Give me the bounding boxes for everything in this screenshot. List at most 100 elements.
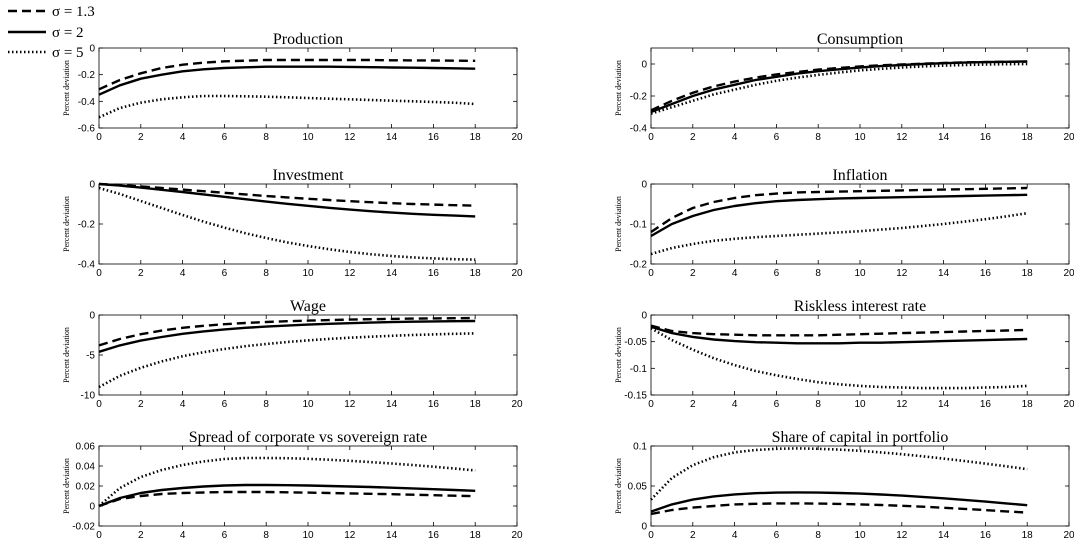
chart-2-ytick-label: -0.4 — [630, 124, 648, 135]
chart-3-xtick-label: 20 — [511, 268, 523, 279]
chart-4-title: Inflation — [832, 167, 887, 184]
chart-7-xtick-label: 4 — [180, 530, 186, 541]
chart-6-xtick-label: 0 — [648, 399, 654, 410]
chart-5-ytick-label: -5 — [86, 351, 95, 362]
chart-3-xtick-label: 16 — [428, 268, 440, 279]
chart-3-series-solid — [98, 182, 476, 218]
chart-2-title: Consumption — [817, 31, 903, 48]
chart-7-xtick-label: 6 — [222, 530, 228, 541]
chart-1-xtick-label: 20 — [511, 132, 523, 143]
chart-4-ylabel: Percent deviation — [614, 196, 623, 252]
chart-6-series-solid — [650, 325, 1028, 345]
chart-4-xtick-label: 14 — [938, 268, 950, 279]
chart-1-xtick-label: 4 — [180, 132, 186, 143]
chart-1-title: Production — [273, 31, 343, 48]
chart-8-group: 0 2 4 6 8 10 12 14 16 18 20 0 0.05 0.1 Share of capita… — [614, 429, 1074, 541]
chart-7-xtick-label: 18 — [470, 530, 482, 541]
chart-6-series-dashed — [650, 324, 1028, 337]
chart-5-series-dashed — [98, 316, 476, 347]
chart-4-xtick-label: 12 — [896, 268, 908, 279]
chart-5-xtick-label: 18 — [470, 399, 482, 410]
chart-6-xtick-label: 16 — [980, 399, 992, 410]
chart-1-ytick-label: 0 — [89, 44, 95, 55]
chart-2-xtick-label: 16 — [980, 132, 992, 143]
chart-1-ylabel: Percent deviation — [62, 60, 71, 116]
chart-8-xtick-label: 2 — [690, 530, 696, 541]
chart-6-xtick-label: 4 — [732, 399, 738, 410]
chart-5-title: Wage — [290, 298, 326, 315]
chart-6-ytick-label: -0.05 — [624, 337, 647, 348]
chart-5-ytick-label: 0 — [89, 311, 95, 322]
chart-1-xtick-label: 10 — [302, 132, 314, 143]
chart-8-axes-box — [650, 445, 1070, 527]
chart-2-xtick-label: 18 — [1022, 132, 1034, 143]
chart-4-series-solid — [650, 193, 1028, 238]
chart-7-xtick-label: 16 — [428, 530, 440, 541]
chart-8-xtick-label: 12 — [896, 530, 908, 541]
chart-3-series-dashed — [98, 182, 476, 207]
chart-4-xtick-label: 10 — [854, 268, 866, 279]
chart-7-xtick-label: 0 — [96, 530, 102, 541]
chart-3-ylabel: Percent deviation — [62, 196, 71, 252]
chart-2-xtick-label: 14 — [938, 132, 950, 143]
chart-5-xtick-label: 16 — [428, 399, 440, 410]
chart-2-xtick-label: 20 — [1063, 132, 1074, 143]
chart-5-axes-box — [98, 314, 518, 396]
chart-5-xtick-label: 2 — [138, 399, 144, 410]
chart-7-xtick-label: 2 — [138, 530, 144, 541]
chart-3-ytick-label: -0.2 — [78, 220, 96, 231]
chart-7-series-dotted — [98, 456, 476, 507]
chart-4-xtick-label: 0 — [648, 268, 654, 279]
chart-6-xtick-label: 14 — [938, 399, 950, 410]
chart-1-xtick-label: 16 — [428, 132, 440, 143]
chart-6-xtick-label: 2 — [690, 399, 696, 410]
chart-3-group: 0 2 4 6 8 10 12 14 16 18 20 -0.4 -0.2 0 Investment Perc… — [62, 167, 523, 279]
chart-7-ytick-label: -0.02 — [72, 522, 95, 533]
chart-6-xtick-label: 20 — [1063, 399, 1074, 410]
chart-8-xtick-label: 8 — [815, 530, 821, 541]
chart-5-xtick-label: 10 — [302, 399, 314, 410]
chart-8-ylabel: Percent deviation — [614, 458, 623, 514]
chart-8-ytick-label: 0.1 — [633, 442, 647, 453]
chart-4-xtick-label: 4 — [732, 268, 738, 279]
chart-2-series-solid — [650, 60, 1028, 114]
chart-5-series-dotted — [98, 332, 476, 389]
chart-7-xtick-label: 10 — [302, 530, 314, 541]
chart-5-ylabel: Percent deviation — [62, 327, 71, 383]
chart-8-title: Share of capital in portfolio — [772, 429, 949, 446]
chart-7-xtick-label: 12 — [344, 530, 356, 541]
chart-8-xtick-label: 18 — [1022, 530, 1034, 541]
chart-5-xtick-label: 14 — [386, 399, 398, 410]
chart-3-xtick-label: 18 — [470, 268, 482, 279]
chart-7-group: 0 2 4 6 8 10 12 14 16 18 20-0.0200.020.040.06Sprea… — [62, 429, 523, 541]
chart-1-ytick-label: -0.6 — [78, 124, 96, 135]
chart-6-title: Riskless interest rate — [794, 298, 926, 315]
chart-2-ytick-label: -0.2 — [630, 92, 648, 103]
chart-8-xtick-label: 16 — [980, 530, 992, 541]
chart-7-xtick-label: 8 — [263, 530, 269, 541]
chart-7-ytick-label: 0.04 — [76, 462, 96, 473]
chart-6-xtick-label: 18 — [1022, 399, 1034, 410]
chart-4-series-dotted — [650, 211, 1028, 256]
chart-7-ytick-label: 0.02 — [76, 482, 96, 493]
chart-8-xtick-label: 20 — [1063, 530, 1074, 541]
chart-2-xtick-label: 8 — [815, 132, 821, 143]
chart-2-xtick-label: 6 — [774, 132, 780, 143]
chart-3-ytick-label: -0.4 — [78, 260, 96, 271]
chart-6-ytick-label: 0 — [641, 311, 647, 322]
chart-8-ytick-label: 0 — [641, 522, 647, 533]
chart-4-xtick-label: 8 — [815, 268, 821, 279]
chart-3-xtick-label: 0 — [96, 268, 102, 279]
chart-5-series-solid — [98, 319, 476, 353]
chart-2-group: 0 2 4 6 8 10 12 14 16 18 20 -0.4 -0.2 0 Consumption Per… — [614, 31, 1074, 143]
chart-5-ytick-label: -10 — [81, 391, 96, 402]
chart-6-xtick-label: 10 — [854, 399, 866, 410]
chart-1-series-dotted — [98, 94, 476, 119]
chart-4-ytick-label: -0.1 — [630, 220, 648, 231]
chart-1-xtick-label: 8 — [263, 132, 269, 143]
chart-1-series-solid — [98, 65, 476, 96]
chart-7-series-solid — [98, 483, 476, 508]
chart-5-xtick-label: 12 — [344, 399, 356, 410]
chart-7-title: Spread of corporate vs sovereign rate — [189, 429, 428, 446]
